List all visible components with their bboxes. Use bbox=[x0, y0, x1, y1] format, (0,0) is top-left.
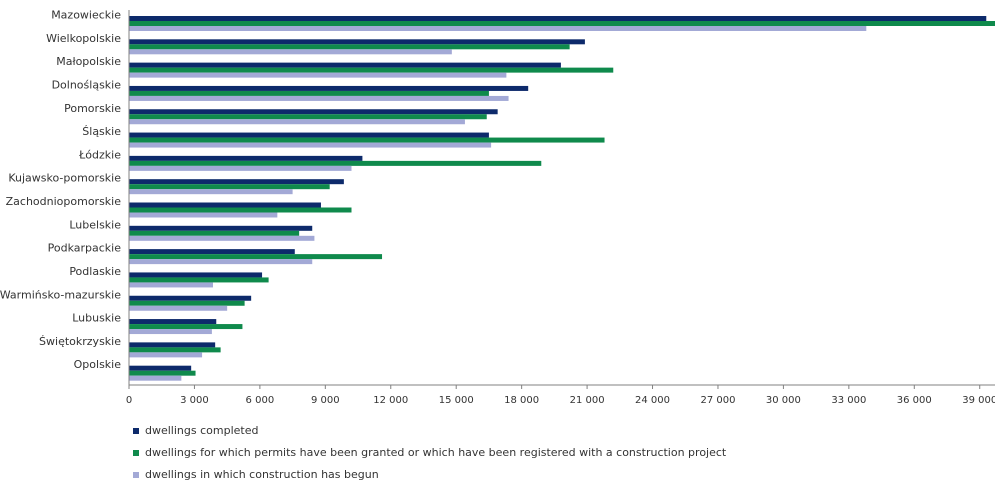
bar-permits bbox=[129, 347, 221, 353]
category-label: Opolskie bbox=[74, 358, 122, 371]
bar-completed bbox=[129, 249, 295, 255]
x-tick-label: 15 000 bbox=[439, 395, 474, 406]
bar-begun bbox=[129, 165, 352, 171]
category-label: Małopolskie bbox=[56, 55, 121, 68]
bar-permits bbox=[129, 254, 383, 260]
category-label: Podlaskie bbox=[69, 265, 121, 278]
category-label: Kujawsko-pomorskie bbox=[8, 172, 121, 185]
legend-label-begun: dwellings in which construction has begu… bbox=[145, 468, 379, 481]
legend-swatch-permits bbox=[133, 450, 139, 456]
bar-begun bbox=[129, 119, 465, 125]
bar-begun bbox=[129, 235, 315, 241]
bar-begun bbox=[129, 375, 182, 381]
bar-completed bbox=[129, 342, 216, 348]
bar-begun bbox=[129, 212, 278, 218]
bar-completed bbox=[129, 365, 192, 371]
bar-begun bbox=[129, 329, 212, 335]
bar-begun bbox=[129, 259, 313, 265]
x-tick-label: 30 000 bbox=[766, 395, 801, 406]
bar-completed bbox=[129, 155, 363, 161]
bar-completed bbox=[129, 272, 263, 278]
category-label: Wielkopolskie bbox=[46, 32, 121, 45]
category-label: Śląskie bbox=[82, 125, 121, 138]
x-tick-label: 27 000 bbox=[700, 395, 735, 406]
category-label: Świętokrzyskie bbox=[39, 335, 121, 348]
bar-permits bbox=[129, 67, 614, 73]
bar-begun bbox=[129, 305, 228, 311]
x-tick-label: 6 000 bbox=[246, 395, 275, 406]
category-label: Mazowieckie bbox=[51, 9, 121, 22]
bar-permits bbox=[129, 90, 489, 96]
bar-permits bbox=[129, 230, 300, 236]
bar-completed bbox=[129, 16, 987, 21]
x-tick-label: 0 bbox=[126, 395, 132, 406]
bar-completed bbox=[129, 225, 313, 231]
category-label: Dolnośląskie bbox=[52, 78, 122, 91]
bar-permits bbox=[129, 370, 196, 376]
bar-chart: Mazowieckie Wielkopolskie Małopolskie Dolno… bbox=[0, 9, 995, 406]
x-tick-label: 24 000 bbox=[635, 395, 670, 406]
bar-permits bbox=[129, 207, 352, 213]
category-label: Pomorskie bbox=[64, 102, 121, 115]
category-label: Lubuskie bbox=[72, 312, 121, 325]
bar-permits bbox=[129, 184, 330, 190]
category-label: Podkarpackie bbox=[48, 242, 122, 255]
legend-item-permits: dwellings for which permits have been gr… bbox=[133, 442, 726, 464]
bar-completed bbox=[129, 62, 561, 68]
bar-completed bbox=[129, 179, 344, 185]
legend-swatch-completed bbox=[133, 428, 139, 434]
bar-begun bbox=[129, 49, 452, 55]
x-tick-label: 21 000 bbox=[570, 395, 605, 406]
bar-completed bbox=[129, 202, 321, 208]
bar-completed bbox=[129, 319, 217, 325]
bar-permits bbox=[129, 300, 245, 306]
category-label: Warmińsko-mazurskie bbox=[0, 288, 121, 301]
bar-completed bbox=[129, 295, 252, 301]
legend: dwellings completed dwellings for which … bbox=[133, 420, 726, 486]
legend-swatch-begun bbox=[133, 472, 139, 478]
bar-completed bbox=[129, 132, 489, 138]
bar-begun bbox=[129, 95, 509, 101]
category-label: Lubelskie bbox=[69, 218, 121, 231]
x-tick-label: 9 000 bbox=[311, 395, 340, 406]
bar-begun bbox=[129, 189, 293, 195]
bar-permits bbox=[129, 114, 487, 120]
bar-permits bbox=[129, 137, 605, 143]
x-tick-label: 18 000 bbox=[504, 395, 539, 406]
bar-permits bbox=[129, 21, 995, 26]
bar-permits bbox=[129, 324, 243, 330]
category-label: Łódzkie bbox=[78, 148, 121, 161]
bar-begun bbox=[129, 352, 203, 358]
bar-begun bbox=[129, 26, 867, 31]
bar-begun bbox=[129, 72, 507, 78]
bar-permits bbox=[129, 277, 269, 283]
bar-begun bbox=[129, 282, 213, 288]
bar-completed bbox=[129, 109, 498, 115]
legend-label-permits: dwellings for which permits have been gr… bbox=[145, 446, 727, 459]
x-tick-label: 33 000 bbox=[831, 395, 866, 406]
bar-completed bbox=[129, 85, 529, 91]
x-tick-label: 39 000 bbox=[962, 395, 995, 406]
bar-completed bbox=[129, 39, 585, 45]
category-label: Zachodniopomorskie bbox=[6, 195, 122, 208]
bar-permits bbox=[129, 160, 542, 166]
x-tick-label: 12 000 bbox=[373, 395, 408, 406]
x-tick-label: 36 000 bbox=[897, 395, 932, 406]
bar-permits bbox=[129, 44, 570, 50]
bar-begun bbox=[129, 142, 492, 148]
legend-item-begun: dwellings in which construction has begu… bbox=[133, 464, 726, 486]
legend-label-completed: dwellings completed bbox=[145, 424, 259, 437]
legend-item-completed: dwellings completed bbox=[133, 420, 726, 442]
x-tick-label: 3 000 bbox=[180, 395, 209, 406]
